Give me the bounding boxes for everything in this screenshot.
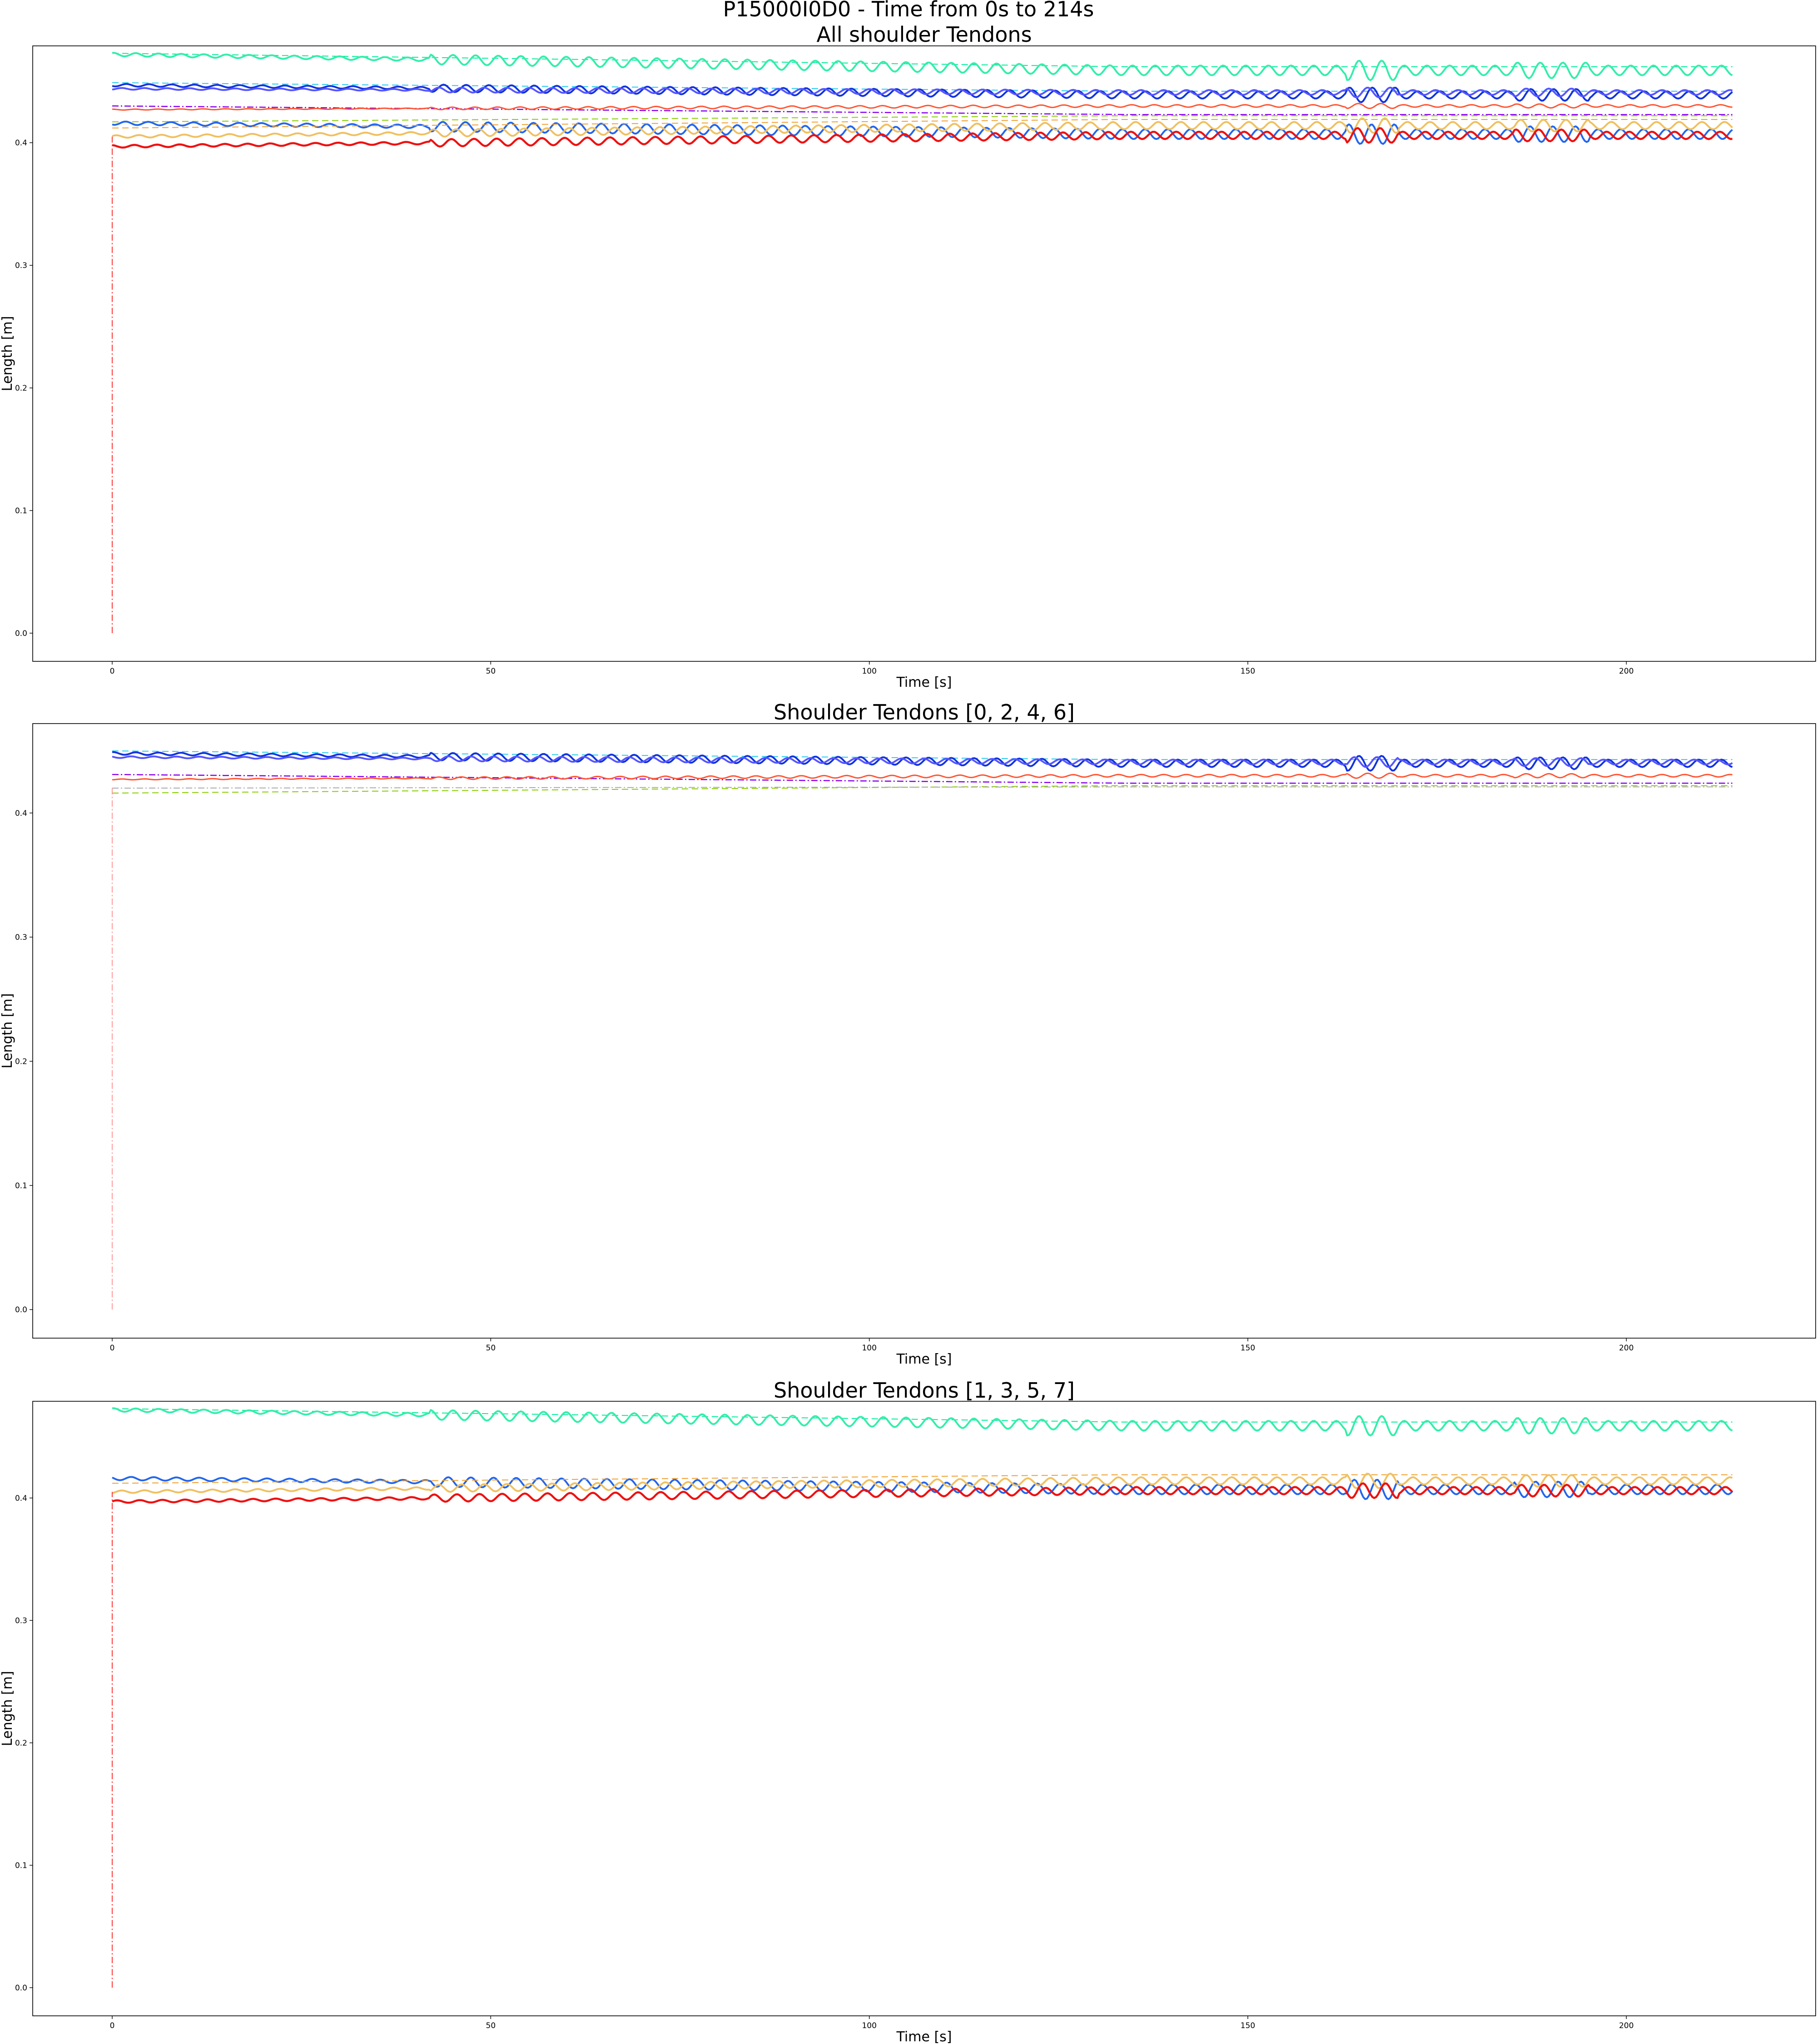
panel-1-xtick-label-4: 200 [1619, 1344, 1633, 1353]
panel-1-series-0-line [112, 750, 1733, 760]
panel-2-xlabel: Time [s] [896, 2029, 952, 2044]
panel-0-series-11-line [112, 127, 1733, 149]
panel-0-xlabel: Time [s] [896, 675, 952, 690]
panel-1-series-3-line [112, 774, 1733, 784]
panel-2-series-3-line [112, 1474, 1733, 1484]
panel-0-xtick-label-4: 200 [1619, 667, 1633, 676]
panel-1-xtick-label-0: 0 [110, 1344, 115, 1353]
panel-2-xtick-label-0: 0 [110, 2021, 115, 2030]
panel-0-frame [32, 45, 1816, 662]
panel-2-series-5-line [112, 1482, 1733, 1504]
panel-1-xlabel: Time [s] [896, 1351, 952, 1367]
panel-1-ylabel: Length [m] [0, 993, 15, 1069]
panel-2-xtick-label-3: 150 [1241, 2021, 1255, 2030]
panel-1-ytick-label-0: 0.0 [15, 1305, 27, 1315]
panel-0-ytick-label-0: 0.0 [15, 629, 27, 638]
panel-1-series-6-line [112, 786, 1733, 789]
panel-2-xtick-label-1: 50 [486, 2021, 496, 2030]
panel-2-ytick-label-3: 0.3 [15, 1616, 27, 1625]
panel-1-ytick-label-4: 0.4 [15, 809, 27, 818]
panel-2-ytick-label-0: 0.0 [15, 1984, 27, 1993]
panel-0-series [112, 52, 1733, 633]
panel-0: All shoulder Tendons 0 50 100 150 200 0.0 0.1 0.… [0, 22, 1816, 690]
panel-2-series-2-line [112, 1476, 1733, 1500]
panel-2-series-4-line [112, 1473, 1733, 1494]
panel-0-series-10-line [112, 117, 1733, 139]
panel-0-ytick-label-1: 0.1 [15, 506, 27, 516]
panel-2-xtick-label-4: 200 [1619, 2021, 1633, 2030]
panel-0-ylabel: Length [m] [0, 316, 15, 392]
panel-0-series-6-line [112, 103, 1733, 111]
panel-1-series-1-line [112, 751, 1733, 772]
panel-2-ytick-label-2: 0.2 [15, 1739, 27, 1748]
panel-1-series [112, 750, 1733, 1310]
panel-2-series-1-line [112, 1407, 1733, 1437]
panel-1-xtick-label-3: 150 [1241, 1344, 1255, 1353]
panel-0-ytick-label-4: 0.4 [15, 139, 27, 148]
panel-1-frame [32, 723, 1816, 1339]
panel-0-series-9-line [112, 119, 1733, 129]
panel-1-ytick-label-1: 0.1 [15, 1181, 27, 1191]
panel-1-title: Shoulder Tendons [0, 2, 4, 6] [774, 700, 1075, 724]
panel-1-ytick-label-2: 0.2 [15, 1057, 27, 1066]
panel-2-xtick-label-2: 100 [862, 2021, 876, 2030]
panel-1-xtick-label-1: 50 [486, 1344, 496, 1353]
panel-0-ytick-label-3: 0.3 [15, 261, 27, 270]
panel-0-title: All shoulder Tendons [816, 22, 1032, 47]
panel-2: Shoulder Tendons [1, 3, 5, 7] 0 50 100 150 20… [0, 1378, 1816, 2044]
panel-0-xtick-label-1: 50 [486, 667, 496, 676]
panel-1-xtick-label-2: 100 [862, 1344, 876, 1353]
panel-0-ytick-label-2: 0.2 [15, 384, 27, 393]
panel-0-series-7-line [112, 115, 1733, 123]
panel-2-ylabel: Length [m] [0, 1671, 15, 1746]
panel-1: Shoulder Tendons [0, 2, 4, 6] 0 50 100 150 20… [0, 700, 1816, 1367]
panels: All shoulder Tendons 0 50 100 150 200 0.0 0.1 0.… [0, 22, 1816, 2044]
panel-1-ytick-label-3: 0.3 [15, 933, 27, 942]
figure-suptitle: P15000I0D0 - Time from 0s to 214s [723, 0, 1094, 21]
panel-2-series [112, 1407, 1733, 1988]
panel-2-frame [32, 1401, 1816, 2016]
panel-0-xtick-label-2: 100 [862, 667, 876, 676]
panel-0-xtick-label-0: 0 [110, 667, 115, 676]
panel-2-ytick-label-4: 0.4 [15, 1494, 27, 1503]
panel-2-ytick-label-1: 0.1 [15, 1861, 27, 1870]
panel-0-series-4-line [112, 86, 1733, 99]
panel-1-series-4-line [112, 772, 1733, 781]
panel-0-series-1-line [112, 52, 1733, 81]
panel-2-title: Shoulder Tendons [1, 3, 5, 7] [774, 1378, 1075, 1403]
panel-0-xtick-label-3: 150 [1241, 667, 1255, 676]
panel-1-series-2-line [112, 755, 1733, 768]
